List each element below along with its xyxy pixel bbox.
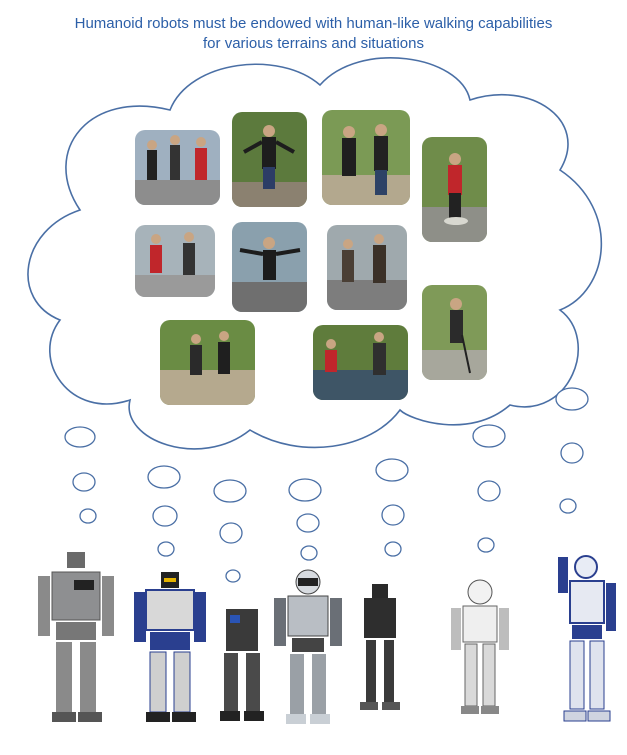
robot-6 bbox=[451, 579, 509, 714]
thought-bubble bbox=[559, 498, 577, 514]
thought-bubble bbox=[472, 424, 506, 448]
thought-bubble bbox=[555, 387, 589, 411]
thought-bubble bbox=[219, 522, 243, 544]
thought-bubble bbox=[296, 513, 320, 533]
thought-bubble bbox=[225, 569, 241, 583]
stepping-stone-photo bbox=[422, 137, 487, 242]
thought-bubble bbox=[64, 426, 96, 448]
couple-walking-photo bbox=[322, 110, 410, 205]
caption-line-1: Humanoid robots must be endowed with hum… bbox=[74, 15, 553, 32]
caption-line-2: for various terrains and situations bbox=[203, 35, 424, 52]
arms-out-walk-photo bbox=[232, 222, 307, 312]
thought-bubble bbox=[381, 504, 405, 526]
balance-walk-photo bbox=[232, 112, 307, 207]
cane-walk-photo bbox=[422, 285, 487, 380]
thought-bubble bbox=[147, 465, 181, 489]
robot-3 bbox=[220, 609, 264, 721]
thought-bubble bbox=[384, 541, 402, 557]
thought-bubble bbox=[213, 479, 247, 503]
pond-step-photo bbox=[313, 325, 408, 400]
path-walk-photo bbox=[160, 320, 255, 405]
robot-7 bbox=[558, 555, 616, 722]
robot-4 bbox=[274, 569, 342, 724]
thought-bubble bbox=[300, 545, 318, 561]
thought-bubble bbox=[560, 442, 584, 464]
two-men-walking-photo bbox=[135, 225, 215, 297]
thought-bubble bbox=[72, 472, 96, 492]
thought-bubble bbox=[288, 478, 322, 502]
thought-bubble bbox=[477, 480, 501, 502]
thought-bubble bbox=[157, 541, 175, 557]
thought-bubble bbox=[152, 505, 178, 527]
robot-1 bbox=[38, 552, 114, 722]
thought-bubble bbox=[375, 458, 409, 482]
robot-5 bbox=[360, 584, 400, 710]
thought-bubble bbox=[79, 508, 97, 524]
group-walking-photo bbox=[135, 130, 220, 205]
thought-bubble bbox=[477, 537, 495, 553]
robot-2 bbox=[134, 572, 206, 722]
stairs-walk-photo bbox=[327, 225, 407, 310]
